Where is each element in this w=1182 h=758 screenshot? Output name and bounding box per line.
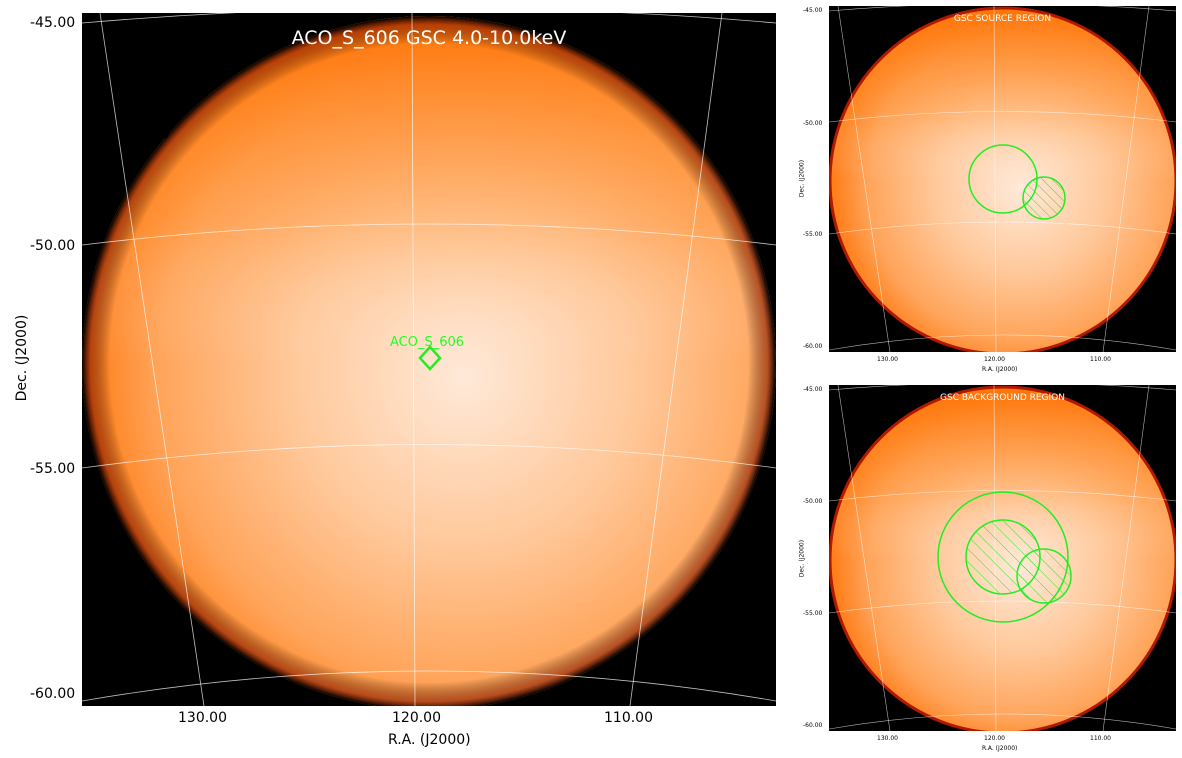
background-region-title: GSC BACKGROUND REGION [940,393,1065,403]
coordinate-grid [82,13,776,706]
main-sky-image: ACO_S_606 GSC 4.0-10.0keV ACO_S_606 [82,13,776,706]
main-ytick-label: -55.00 [30,461,76,477]
background-region-image: GSC BACKGROUND REGION [829,385,1176,731]
source-region-title: GSC SOURCE REGION [953,14,1052,24]
bkg-ytick-label: -45.00 [803,386,823,393]
src-ytick-label: -60.00 [803,343,823,350]
background-region-svg [829,385,1176,731]
background-excluded-source-circle [1016,548,1072,604]
src-yaxis-title: Dec. (J2000) [798,159,806,198]
source-name-label: ACO_S_606 [390,335,465,350]
src-xtick-label: 120.00 [984,356,1005,363]
src-xaxis-title: R.A. (J2000) [982,366,1018,373]
main-plot-title: ACO_S_606 GSC 4.0-10.0keV [291,27,567,49]
main-xtick-label: 120.00 [392,710,441,726]
source-region-image: GSC SOURCE REGION [829,6,1176,352]
src-ytick-label: -55.00 [803,231,823,238]
main-sky-svg [82,13,776,706]
main-ytick-label: -50.00 [30,238,76,254]
bkg-ytick-label: -60.00 [803,722,823,729]
bkg-xtick-label: 110.00 [1090,735,1111,742]
bkg-yaxis-title: Dec. (J2000) [798,539,806,578]
main-image-panel: ACO_S_606 GSC 4.0-10.0keV ACO_S_606 -45.… [14,13,776,748]
bkg-xtick-label: 120.00 [984,735,1005,742]
src-xtick-label: 110.00 [1090,356,1111,363]
main-xtick-label: 130.00 [178,710,227,726]
background-region-panel: GSC BACKGROUND REGION -45.00 -50.00 -55.… [790,380,1182,758]
src-ytick-label: -50.00 [803,120,823,127]
bkg-xaxis-title: R.A. (J2000) [982,745,1018,752]
excluded-source-circle [1022,176,1066,220]
source-marker-diamond [418,345,442,371]
bkg-ytick-label: -50.00 [803,498,823,505]
detector-disk [82,16,776,706]
source-region-panel: GSC SOURCE REGION -45.00 -50.00 -55.00 -… [790,0,1182,380]
main-ytick-label: -45.00 [30,15,76,31]
main-xtick-label: 110.00 [604,710,653,726]
background-annulus-outer-circle [937,491,1069,623]
src-xtick-label: 130.00 [877,356,898,363]
main-yaxis-title: Dec. (J2000) [14,314,30,402]
main-xaxis-title: R.A. (J2000) [388,732,471,748]
bkg-ytick-label: -55.00 [803,610,823,617]
main-ytick-label: -60.00 [30,686,76,702]
source-region-svg [829,6,1176,352]
bkg-xtick-label: 130.00 [877,735,898,742]
src-ytick-label: -45.00 [803,7,823,14]
